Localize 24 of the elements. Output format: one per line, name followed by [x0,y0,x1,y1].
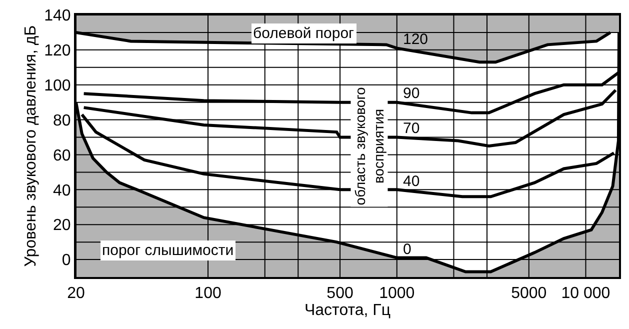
x-tick-label: 1000 [379,285,415,302]
y-tick-label: 120 [44,42,71,60]
y-tick-label: 40 [53,182,71,200]
y-axis-title: Уровень звукового давления, дБ [22,25,40,267]
x-tick-label: 10 000 [561,285,610,302]
y-tick-label: 0 [62,252,71,270]
y-tick-label: 140 [44,8,71,25]
x-tick-label: 100 [194,285,222,302]
y-tick-label: 100 [44,77,71,94]
series-label: 40 [403,173,420,190]
series-label: 120 [403,31,428,48]
y-tick-label: 60 [53,147,71,164]
series-label: 90 [403,85,420,102]
series-label: 0 [403,241,412,258]
annotation: порог слышимости [102,242,234,259]
annotation: область звукового восприятия [352,87,386,206]
x-tick-label: 5000 [511,285,547,302]
annotation: болевой порог [253,25,355,42]
x-tick-label: 20 [67,285,85,302]
x-axis-title: Частота, Гц [304,302,391,320]
series-label: 70 [403,120,420,137]
y-tick-label: 80 [53,112,71,130]
y-tick-label: 20 [53,217,71,234]
x-tick-label: 500 [326,285,354,302]
